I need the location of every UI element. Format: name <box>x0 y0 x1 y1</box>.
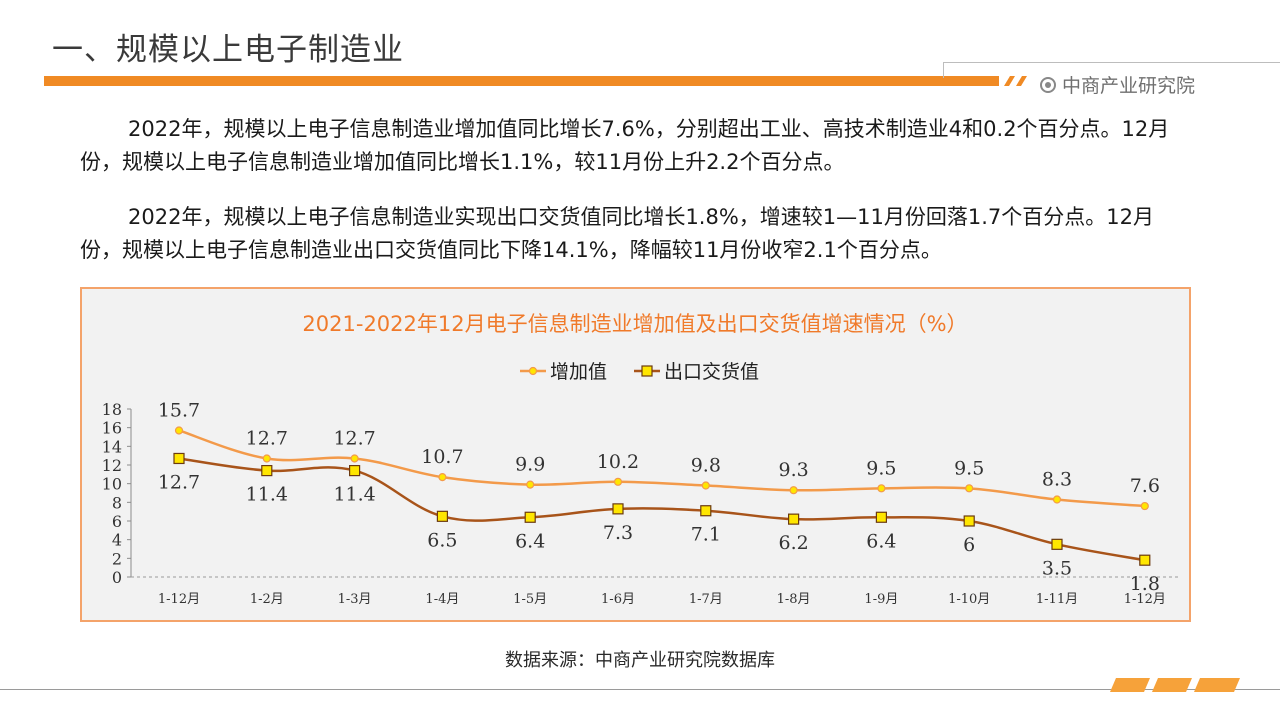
series-2-point <box>261 465 273 477</box>
legend-marker-circle-icon <box>528 366 538 376</box>
footer-stripes-icon <box>1110 678 1240 692</box>
y-tick-label: 10 <box>102 475 122 494</box>
series-2-point <box>436 510 448 522</box>
y-tick-label: 8 <box>112 493 122 512</box>
series-1-point <box>1052 495 1062 504</box>
series-1-point <box>1140 501 1149 511</box>
data-label-series-1: 9.3 <box>778 459 808 481</box>
x-tick-label: 1-7月 <box>689 592 723 607</box>
x-tick-label: 1-10月 <box>948 592 990 607</box>
data-label-series-2: 6.4 <box>515 530 545 552</box>
body-paragraph-1: 2022年，规模以上电子信息制造业增加值同比增长7.6%，分别超出工业、高技术制… <box>80 117 1170 174</box>
series-2-point <box>787 513 800 525</box>
data-label-series-2: 7.3 <box>603 522 633 544</box>
legend-label-1: 增加值 <box>550 361 607 383</box>
data-label-series-1: 12.7 <box>333 427 375 449</box>
chart-title: 2021-2022年12月电子信息制造业增加值及出口交货值增速情况（%） <box>302 312 967 336</box>
data-label-series-1: 15.7 <box>158 399 200 421</box>
x-tick-label: 1-8月 <box>777 592 811 607</box>
series-1-point <box>789 486 798 495</box>
data-source-note: 数据来源：中商产业研究院数据库 <box>505 650 775 671</box>
x-tick-label: 1-4月 <box>425 592 459 607</box>
series-2-point <box>1139 554 1151 566</box>
header-divider-slash <box>943 62 944 78</box>
data-label-series-2: 11.4 <box>246 484 288 506</box>
title-accent-bar <box>44 76 999 86</box>
series-1-point <box>438 473 447 482</box>
series-2-point <box>700 505 712 517</box>
x-tick-label: 1-2月 <box>250 592 284 607</box>
chart-plot-area: 15.7 12.7 12.7 10.7 9.9 10.2 9.8 9.3 9.5 9.5 8.3 7.… <box>158 399 1160 595</box>
x-tick-label: 1-3月 <box>338 592 372 607</box>
x-tick-label: 1-9月 <box>864 592 898 607</box>
data-label-series-2: 7.1 <box>691 524 721 546</box>
series-line-2 <box>178 457 1146 562</box>
y-tick-label: 6 <box>112 512 122 531</box>
series-2-point <box>1051 538 1063 550</box>
series-1-point <box>965 484 974 493</box>
series-1-point <box>877 484 886 493</box>
series-1-point <box>526 480 535 489</box>
x-tick-label: 1-6月 <box>601 592 635 607</box>
series-2-point <box>612 503 624 515</box>
legend-label-2: 出口交货值 <box>664 361 759 383</box>
series-1-point <box>262 454 271 463</box>
legend-marker-square-icon <box>641 365 653 377</box>
data-label-series-1: 9.5 <box>954 457 984 479</box>
x-tick-label: 1-11月 <box>1036 592 1078 607</box>
y-tick-label: 14 <box>102 437 122 456</box>
footer-divider <box>0 689 1280 690</box>
line-chart: 2021-2022年12月电子信息制造业增加值及出口交货值增速情况（%） 增加值… <box>102 312 1179 607</box>
y-tick-label: 4 <box>112 531 122 550</box>
data-label-series-1: 9.9 <box>515 454 545 476</box>
y-tick-label: 0 <box>112 568 122 587</box>
data-label-series-1: 9.8 <box>691 455 721 477</box>
series-2-point <box>349 465 361 477</box>
data-label-series-1: 10.2 <box>597 451 639 473</box>
series-1-point <box>174 426 184 435</box>
data-label-series-2: 6.4 <box>866 530 896 552</box>
x-tick-label: 1-5月 <box>513 592 547 607</box>
data-label-series-1: 9.5 <box>866 457 896 479</box>
data-label-series-1: 7.6 <box>1130 475 1160 497</box>
series-2-point <box>524 511 536 523</box>
series-1-point <box>613 477 623 486</box>
x-tick-label: 1-12月 <box>158 592 200 607</box>
header-divider <box>944 62 1280 63</box>
data-label-series-2: 6.2 <box>778 532 808 554</box>
brand-name: 中商产业研究院 <box>1062 75 1196 97</box>
y-tick-label: 16 <box>102 419 122 438</box>
brand-logo-icon <box>1040 76 1056 93</box>
series-2-point <box>963 515 975 527</box>
series-1-point <box>350 454 359 463</box>
series-line-1 <box>178 429 1145 508</box>
data-label-series-1: 12.7 <box>246 427 288 449</box>
chart-container: 2021-2022年12月电子信息制造业增加值及出口交货值增速情况（%） 增加值… <box>80 287 1191 622</box>
data-label-series-2: 12.7 <box>158 471 200 493</box>
data-label-series-2: 6.5 <box>427 529 457 551</box>
data-label-series-2: 3.5 <box>1042 557 1072 579</box>
y-tick-label: 2 <box>112 549 122 568</box>
y-tick-label: 18 <box>102 400 122 419</box>
y-tick-label: 12 <box>102 456 122 475</box>
series-2-point <box>173 452 185 465</box>
x-tick-label: 1-12月 <box>1124 592 1166 607</box>
page-title: 一、规模以上电子制造业 <box>52 32 404 68</box>
body-paragraph-2: 2022年，规模以上电子信息制造业实现出口交货值同比增长1.8%，增速较1—11… <box>80 205 1154 262</box>
data-label-series-2: 11.4 <box>333 484 375 506</box>
data-label-series-2: 1.8 <box>1130 573 1160 595</box>
data-label-series-2: 6 <box>963 534 975 556</box>
header-stripes-icon <box>1004 76 1027 86</box>
series-1-point <box>701 481 710 490</box>
data-label-series-1: 10.7 <box>421 446 463 468</box>
series-2-point <box>875 511 888 523</box>
data-label-series-1: 8.3 <box>1042 469 1072 491</box>
brand-logo: 中商产业研究院 <box>1040 71 1195 98</box>
chart-legend: 增加值 出口交货值 <box>520 361 759 383</box>
